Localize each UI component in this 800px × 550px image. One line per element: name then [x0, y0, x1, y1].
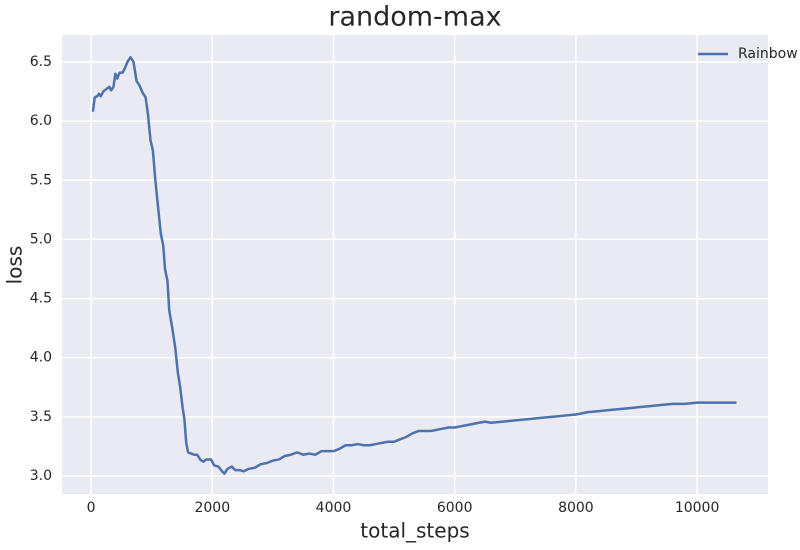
legend-label: Rainbow [738, 46, 798, 62]
y-axis-label: loss [3, 246, 27, 285]
chart-title: random-max [328, 2, 501, 33]
plot-area [62, 35, 768, 494]
x-tick-label: 0 [87, 500, 96, 516]
x-tick-label: 8000 [558, 500, 594, 516]
x-tick-label: 10000 [675, 500, 720, 516]
y-tick-label: 6.0 [30, 113, 52, 129]
y-tick-label: 3.5 [30, 409, 52, 425]
line-series [91, 55, 737, 475]
y-tick-label: 4.0 [30, 350, 52, 366]
y-tick-label: 3.0 [30, 468, 52, 484]
y-tick-label: 6.5 [30, 54, 52, 70]
x-axis-label: total_steps [360, 519, 469, 543]
y-tick-label: 5.5 [30, 172, 52, 188]
y-tick-label: 4.5 [30, 291, 52, 307]
x-tick-label: 6000 [437, 500, 473, 516]
x-tick-label: 4000 [316, 500, 352, 516]
x-tick-label: 2000 [194, 500, 230, 516]
y-tick-label: 5.0 [30, 231, 52, 247]
